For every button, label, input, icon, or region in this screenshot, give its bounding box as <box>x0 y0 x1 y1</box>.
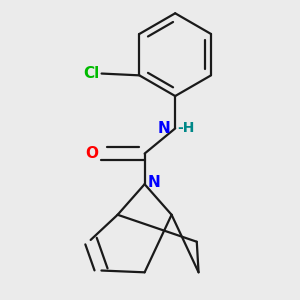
Text: O: O <box>85 146 98 161</box>
Text: -H: -H <box>177 122 194 135</box>
Text: N: N <box>158 121 171 136</box>
Text: N: N <box>148 175 160 190</box>
Text: Cl: Cl <box>83 66 100 81</box>
